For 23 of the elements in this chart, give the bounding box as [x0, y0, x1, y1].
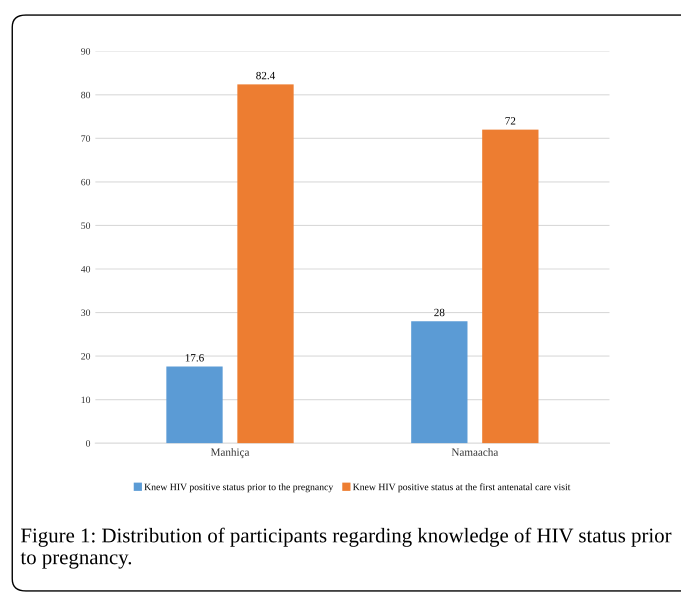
y-tick-label: 20 — [81, 353, 90, 360]
y-tick-label: 30 — [81, 309, 90, 316]
data-label: 17.6 — [186, 354, 204, 362]
y-tick-label: 0 — [86, 440, 90, 447]
data-label: 72 — [506, 117, 516, 124]
y-tick-label: 70 — [81, 135, 90, 142]
data-label: 82.4 — [256, 72, 276, 80]
y-tick-label: 10 — [82, 396, 90, 404]
data-label: 28 — [434, 308, 444, 316]
x-tick-label: Namaacha — [452, 448, 498, 456]
bar — [166, 366, 223, 444]
bar — [237, 84, 294, 444]
y-tick-label: 80 — [81, 92, 90, 98]
y-tick-label: 90 — [81, 48, 90, 55]
caption: Figure 1: Distribution of participants regarding knowledge of HIV status prior to pregnancy. — [20, 528, 672, 569]
y-tick-label: 40 — [80, 266, 90, 272]
y-tick-label: 60 — [81, 178, 90, 186]
bar — [411, 321, 468, 444]
bar — [482, 130, 538, 444]
legend-label: Knew HIV positive status at the first antenatal care visit — [352, 483, 570, 492]
y-tick-label: 50 — [81, 222, 90, 229]
legend-label: Knew HIV positive status prior to the pregnancy — [144, 483, 334, 492]
x-tick-label: Manhiça — [210, 448, 250, 458]
